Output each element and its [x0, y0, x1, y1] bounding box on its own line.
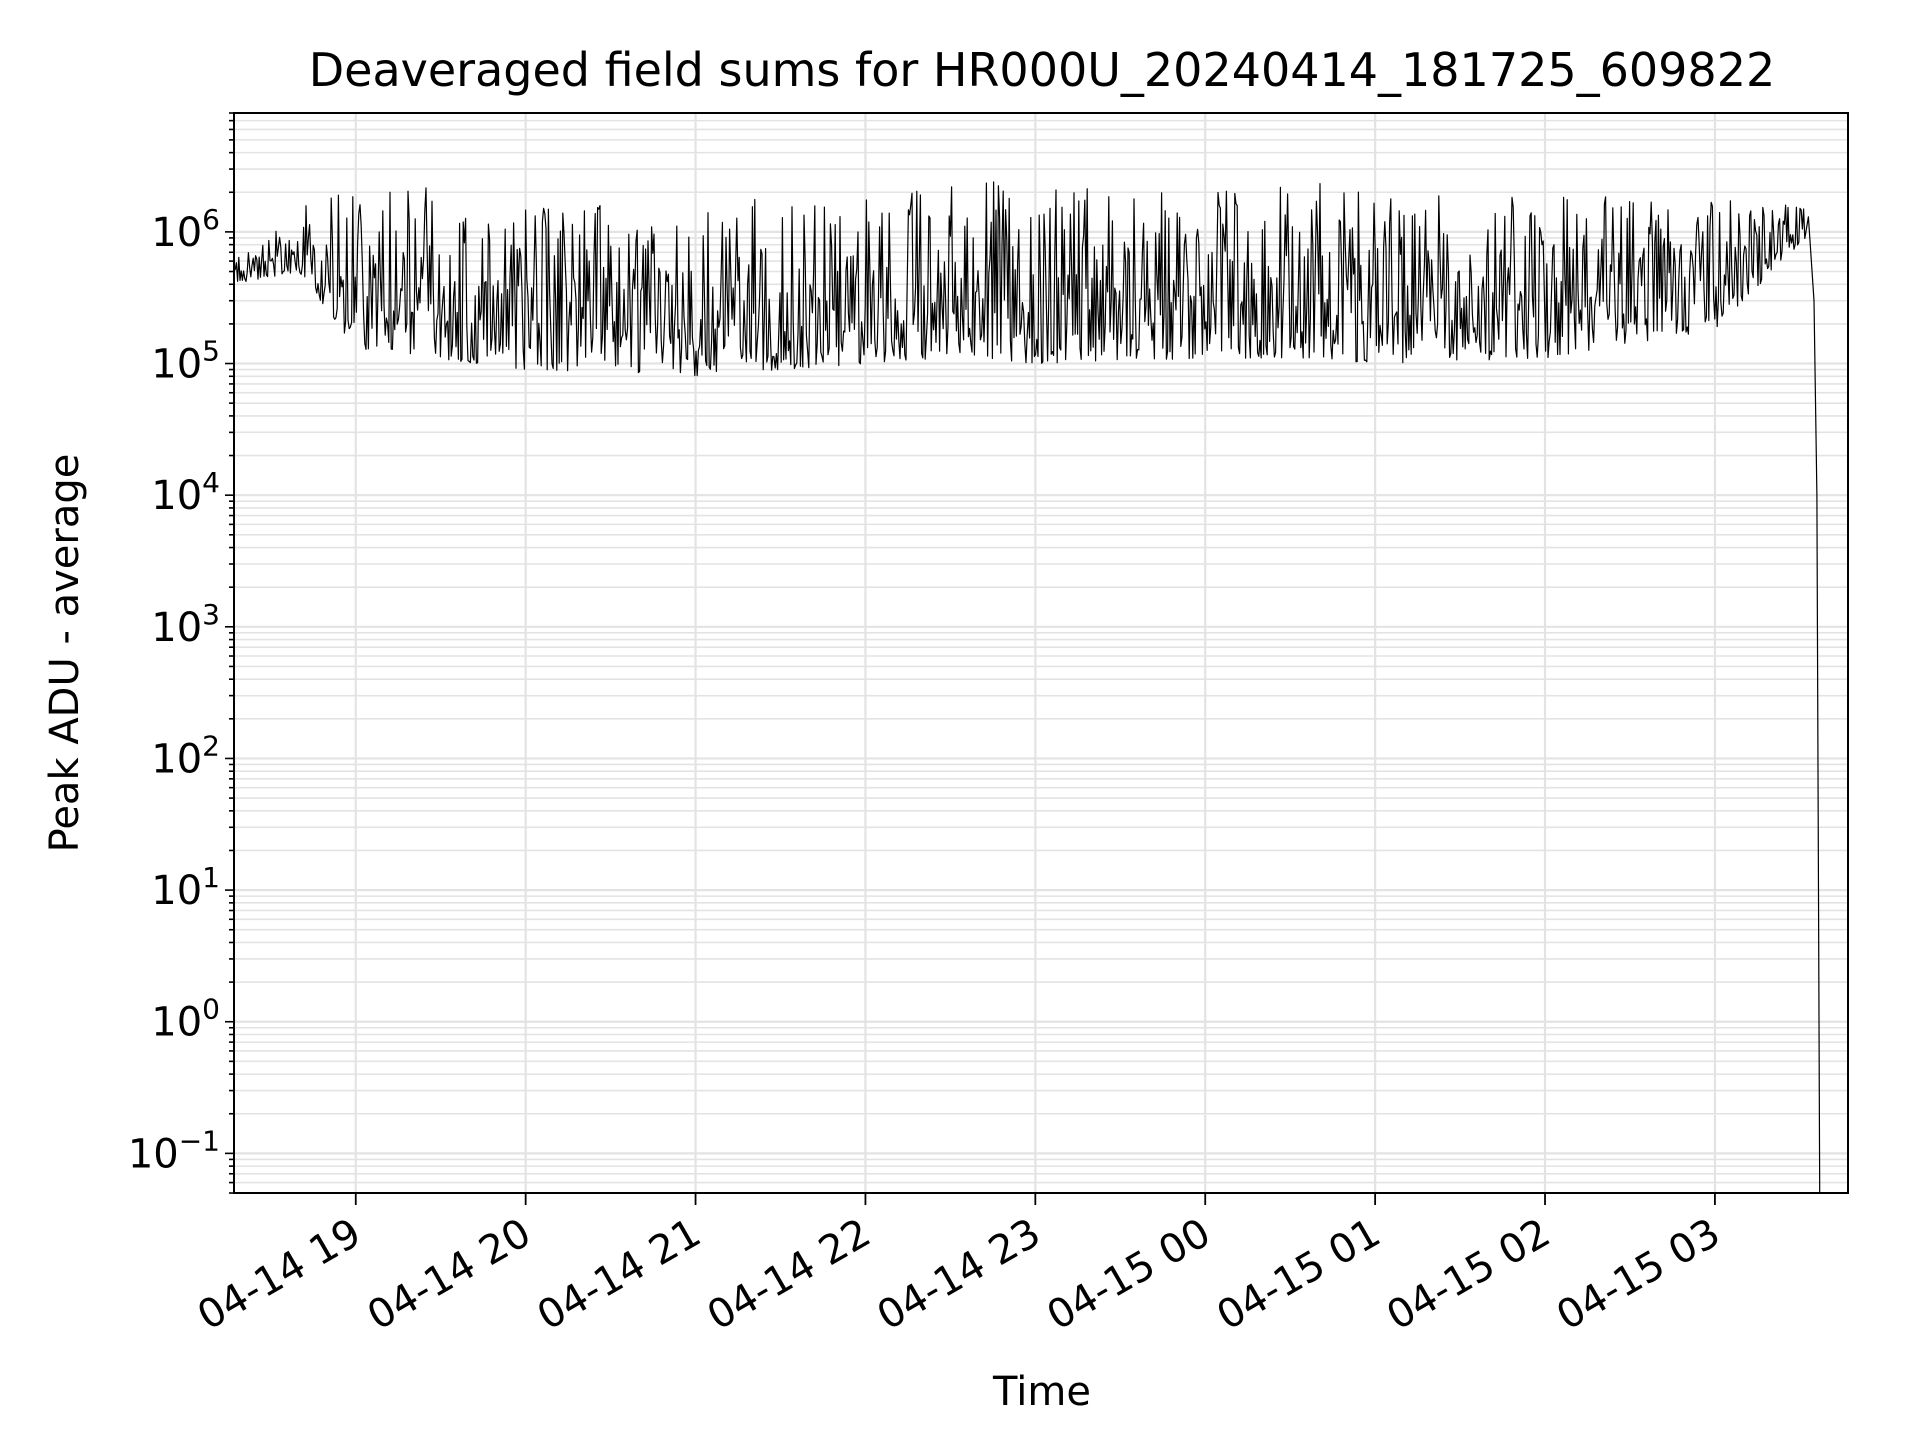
- y-axis-label: Peak ADU - average: [42, 454, 88, 853]
- x-tick-label: 04-14 23: [870, 1210, 1049, 1340]
- chart-title: Deaveraged field sums for HR000U_2024041…: [309, 43, 1775, 97]
- y-tick-label: 105: [151, 335, 220, 388]
- x-tick-label: 04-15 00: [1039, 1210, 1218, 1340]
- series-line: [233, 181, 1821, 1194]
- y-tick-label: 101: [151, 861, 220, 914]
- y-tick-label: 10−1: [128, 1124, 220, 1177]
- y-tick-label: 103: [151, 598, 220, 651]
- x-tick-label: 04-15 02: [1379, 1210, 1558, 1340]
- y-tick-label: 102: [151, 729, 220, 782]
- x-tick-label: 04-14 19: [190, 1210, 369, 1340]
- y-axis: 10−1 100 101 102 103 104 105 106: [128, 112, 234, 1194]
- y-tick-label: 106: [151, 203, 220, 256]
- x-axis-label: Time: [992, 1369, 1091, 1415]
- series-path: [233, 181, 1821, 1194]
- y-tick-label: 104: [151, 466, 220, 519]
- x-tick-label: 04-15 01: [1209, 1210, 1388, 1340]
- y-tick-label: 100: [151, 993, 220, 1046]
- x-tick-label: 04-14 21: [530, 1210, 709, 1340]
- x-tick-label: 04-14 22: [700, 1210, 879, 1340]
- plot-frame: [233, 112, 1849, 1194]
- x-tick-label: 04-14 20: [360, 1210, 539, 1340]
- x-tick-label: 04-15 03: [1549, 1210, 1728, 1340]
